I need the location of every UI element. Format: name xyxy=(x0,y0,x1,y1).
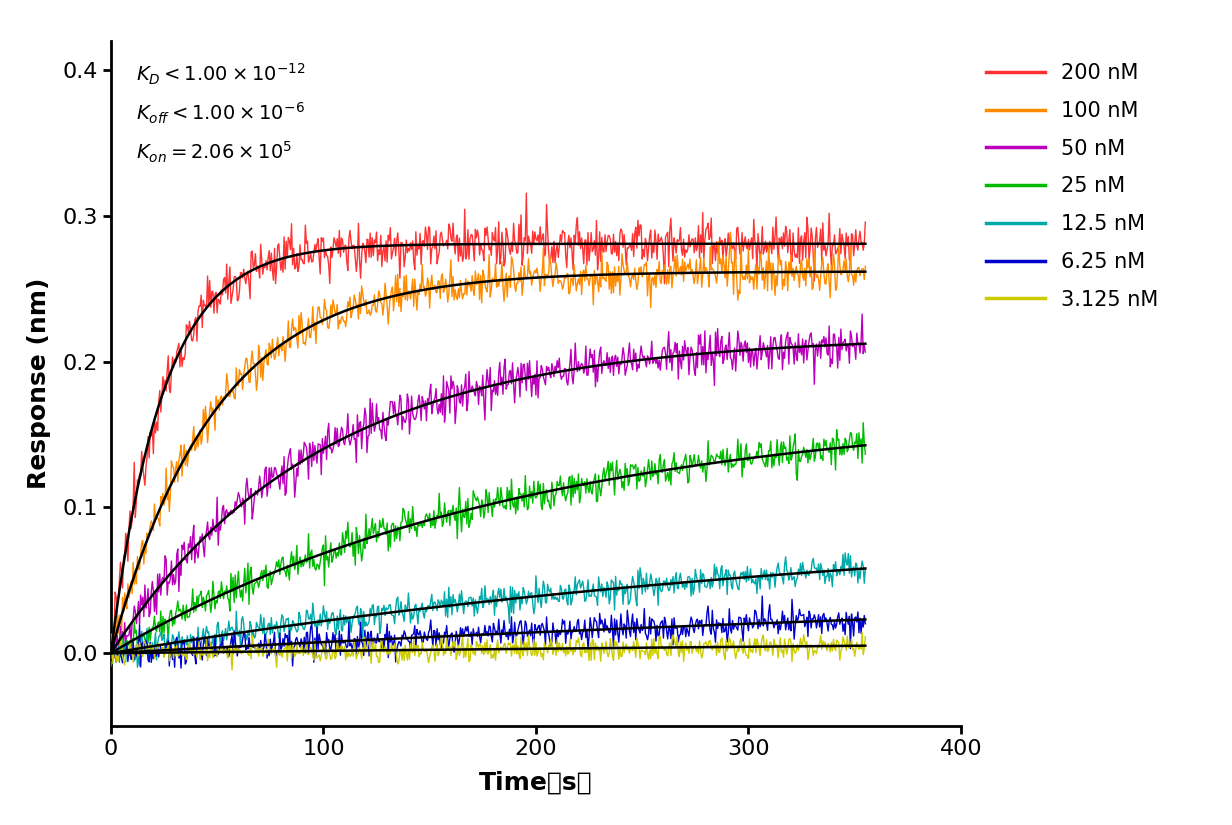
Line: 100 nM: 100 nM xyxy=(111,232,865,666)
25 nM xyxy=(532,479,547,489)
25 nM xyxy=(105,659,120,669)
12.5 nM xyxy=(488,591,503,601)
12.5 nM xyxy=(838,548,853,558)
Line: 3.125 nM: 3.125 nM xyxy=(111,632,865,670)
25 nM xyxy=(774,437,788,447)
6.25 nM xyxy=(352,639,367,649)
3.125 nM xyxy=(488,655,503,665)
X-axis label: Time（s）: Time（s） xyxy=(479,771,593,794)
50 nM xyxy=(103,656,118,666)
3.125 nM xyxy=(568,647,583,657)
Text: $K_D<1.00\times10^{-12}$
$K_{off}<1.00\times10^{-6}$
$K_{on}=2.06\times10^{5}$: $K_D<1.00\times10^{-12}$ $K_{off}<1.00\t… xyxy=(137,62,306,165)
3.125 nM xyxy=(633,654,648,664)
200 nM xyxy=(351,219,366,229)
3.125 nM xyxy=(857,632,872,642)
100 nM xyxy=(532,271,547,281)
6.25 nM xyxy=(174,663,188,673)
200 nM xyxy=(857,217,872,227)
Line: 12.5 nM: 12.5 nM xyxy=(111,553,865,667)
Line: 25 nM: 25 nM xyxy=(111,422,865,664)
50 nM xyxy=(567,365,582,375)
6.25 nM xyxy=(755,591,770,601)
25 nM xyxy=(488,493,503,503)
100 nM xyxy=(632,262,647,272)
200 nM xyxy=(487,236,501,246)
200 nM xyxy=(633,220,648,230)
12.5 nM xyxy=(774,569,788,579)
6.25 nM xyxy=(488,628,503,638)
50 nM xyxy=(772,337,787,346)
3.125 nM xyxy=(103,648,118,658)
3.125 nM xyxy=(352,643,367,653)
Legend: 200 nM, 100 nM, 50 nM, 25 nM, 12.5 nM, 6.25 nM, 3.125 nM: 200 nM, 100 nM, 50 nM, 25 nM, 12.5 nM, 6… xyxy=(978,55,1167,318)
50 nM xyxy=(351,431,366,441)
Line: 200 nM: 200 nM xyxy=(111,193,865,653)
25 nM xyxy=(856,417,871,427)
200 nM xyxy=(774,232,788,242)
100 nM xyxy=(351,314,366,324)
50 nM xyxy=(855,309,870,319)
6.25 nM xyxy=(532,630,547,640)
3.125 nM xyxy=(774,647,788,657)
12.5 nM xyxy=(857,563,872,573)
12.5 nM xyxy=(352,620,367,630)
25 nM xyxy=(633,475,648,485)
12.5 nM xyxy=(103,649,118,659)
Line: 50 nM: 50 nM xyxy=(111,314,865,661)
25 nM xyxy=(103,647,118,657)
50 nM xyxy=(632,363,647,373)
200 nM xyxy=(532,222,547,232)
100 nM xyxy=(487,276,501,286)
50 nM xyxy=(857,347,872,357)
100 nM xyxy=(774,256,788,266)
6.25 nM xyxy=(568,626,583,636)
12.5 nM xyxy=(633,563,648,573)
100 nM xyxy=(857,262,872,271)
12.5 nM xyxy=(131,662,145,672)
50 nM xyxy=(532,373,547,383)
50 nM xyxy=(487,375,501,385)
100 nM xyxy=(567,260,582,270)
12.5 nM xyxy=(568,572,583,582)
25 nM xyxy=(568,488,583,498)
3.125 nM xyxy=(855,627,870,637)
25 nM xyxy=(352,530,367,540)
6.25 nM xyxy=(775,606,790,616)
6.25 nM xyxy=(857,619,872,629)
3.125 nM xyxy=(224,665,239,675)
6.25 nM xyxy=(633,628,648,638)
200 nM xyxy=(103,648,118,658)
Line: 6.25 nM: 6.25 nM xyxy=(111,596,865,668)
100 nM xyxy=(103,661,118,671)
200 nM xyxy=(519,188,533,198)
200 nM xyxy=(568,238,583,248)
12.5 nM xyxy=(532,595,547,605)
100 nM xyxy=(723,227,738,237)
Y-axis label: Response (nm): Response (nm) xyxy=(27,278,51,489)
6.25 nM xyxy=(103,655,118,665)
25 nM xyxy=(857,450,872,460)
3.125 nM xyxy=(532,644,547,653)
